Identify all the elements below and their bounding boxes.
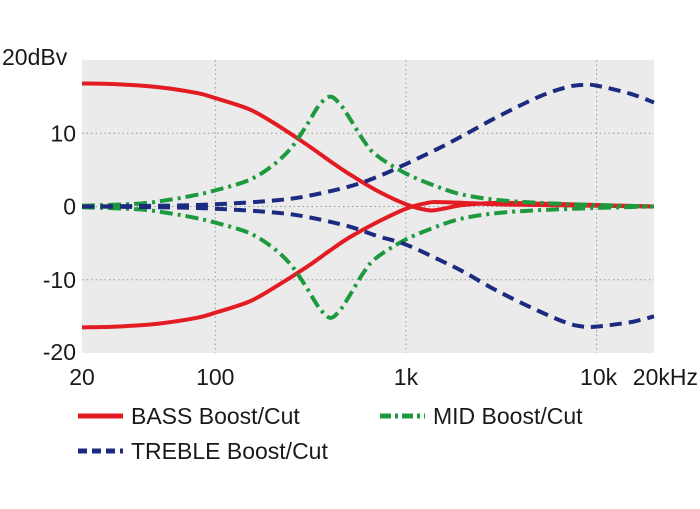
series-bass-cut-line xyxy=(81,200,655,330)
x-tick-label: 1k xyxy=(394,364,419,390)
series-treble-cut-line xyxy=(81,204,655,330)
y-tick-label: -10 xyxy=(43,267,76,293)
y-tick-label: 0 xyxy=(63,194,76,220)
legend-label: TREBLE Boost/Cut xyxy=(131,438,328,464)
x-tick-label: 20 xyxy=(69,364,95,390)
series-mid-boost-line xyxy=(81,94,655,209)
x-axis-ticks: 20 100 1k 10k 20kHz xyxy=(69,364,698,390)
legend-label: MID Boost/Cut xyxy=(433,403,583,429)
x-tick-label: 100 xyxy=(196,364,234,390)
legend: BASS Boost/Cut MID Boost/Cut TREBLE Boost/… xyxy=(78,403,583,464)
x-tick-label: 10k xyxy=(580,364,618,390)
series-treble-boost-line xyxy=(81,82,655,209)
series-mid-cut-line xyxy=(81,204,655,320)
y-axis-ticks: 20dBv 10 0 -10 -20 xyxy=(2,44,76,365)
curves-layer xyxy=(81,81,655,330)
legend-label: BASS Boost/Cut xyxy=(131,403,300,429)
y-tick-label: 10 xyxy=(50,120,76,146)
y-tick-label: -20 xyxy=(43,339,76,365)
y-tick-label: 20dBv xyxy=(2,44,68,70)
x-tick-label: 20kHz xyxy=(633,364,698,390)
